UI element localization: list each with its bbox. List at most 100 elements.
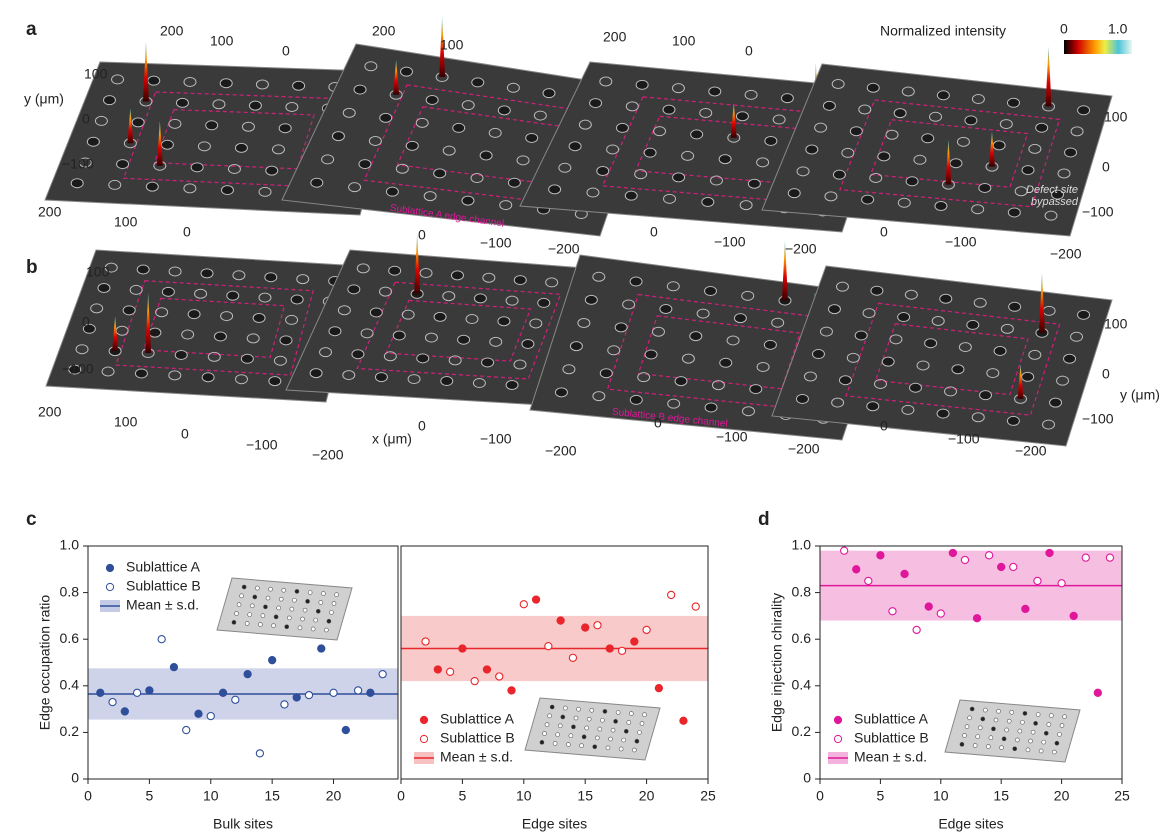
plate-tick-label: −100 — [62, 361, 94, 377]
lattice-site — [508, 178, 520, 187]
data-point — [520, 601, 527, 608]
lattice-site — [734, 314, 746, 323]
data-point — [841, 547, 848, 554]
lattice-site — [514, 276, 526, 285]
plate-tick-label: 200 — [372, 23, 396, 39]
inset-site — [329, 610, 333, 614]
inset-plate — [525, 698, 660, 760]
lattice-site — [925, 339, 937, 348]
data-point — [692, 603, 699, 610]
plate-tick-label: −200 — [1050, 246, 1082, 262]
panel-label: c — [26, 509, 37, 530]
data-point — [109, 699, 116, 706]
x-tick-label: 5 — [877, 788, 885, 804]
lattice-site — [748, 179, 760, 188]
lattice-site — [214, 332, 226, 341]
lattice-site — [269, 377, 281, 386]
y-tick-label: 0.8 — [60, 583, 80, 599]
x-tick-label: 0 — [816, 788, 824, 804]
x-tick-label: 0 — [397, 788, 405, 804]
inset-site — [298, 626, 302, 630]
inset-site — [250, 604, 254, 608]
data-point — [1010, 563, 1017, 570]
data-point — [134, 689, 141, 696]
lattice-site — [1007, 416, 1019, 425]
plate-tick-label: 100 — [210, 33, 234, 49]
lattice-site — [675, 377, 687, 386]
y-tick-label: 0 — [803, 770, 811, 786]
data-point — [121, 708, 128, 715]
inset-site — [643, 713, 647, 717]
x-tick-label: 20 — [1054, 788, 1070, 804]
lattice-site — [137, 265, 149, 274]
lattice-site — [206, 121, 218, 130]
lattice-site — [400, 67, 412, 76]
data-point — [986, 552, 993, 559]
inset-site — [314, 618, 318, 622]
data-point — [631, 638, 638, 645]
plate-tick-label: 0 — [880, 418, 888, 434]
data-point — [1058, 580, 1065, 587]
inset-site — [627, 720, 631, 724]
legend-marker — [834, 735, 841, 742]
inset-site — [240, 594, 244, 598]
inset-site — [287, 616, 291, 620]
lattice-site — [1036, 123, 1048, 132]
inset-site — [235, 612, 239, 616]
legend-label: Sublattice A — [126, 559, 201, 575]
data-point — [342, 726, 349, 733]
lattice-site — [993, 141, 1005, 150]
lattice-site — [1022, 372, 1034, 381]
lattice-site — [937, 91, 949, 100]
lattice-site — [1009, 302, 1021, 311]
inset-site — [237, 603, 241, 607]
y-axis-label: Edge injection chirality — [769, 593, 785, 732]
inset-site — [611, 728, 615, 732]
x-axis-label: Bulk sites — [213, 816, 273, 832]
plate-tick-label: 100 — [672, 33, 696, 49]
lattice-site — [162, 287, 174, 296]
lattice-site — [663, 105, 675, 114]
data-point — [447, 668, 454, 675]
y-tick-label: 0.4 — [60, 677, 80, 693]
lattice-site — [600, 369, 612, 378]
x-tick-label: 20 — [326, 788, 342, 804]
inset-site — [269, 587, 273, 591]
inset-site — [545, 723, 549, 727]
lattice-site — [630, 277, 642, 286]
lattice-site — [806, 145, 818, 154]
data-point — [557, 617, 564, 624]
inset-site — [1042, 740, 1046, 744]
inset-site — [255, 586, 259, 590]
inset-site — [319, 600, 323, 604]
data-point — [901, 570, 908, 577]
plate-tick-label: −100 — [716, 429, 748, 445]
x-tick-label: 20 — [639, 788, 655, 804]
x-tick-label: 25 — [700, 788, 716, 804]
inset-site — [606, 746, 610, 750]
inset-site — [590, 708, 594, 712]
lattice-site — [940, 294, 952, 303]
data-point — [244, 671, 251, 678]
inset-site — [563, 706, 567, 710]
legend-marker — [106, 583, 113, 590]
lattice-site — [719, 155, 731, 164]
plate-tick-label: −100 — [714, 234, 746, 250]
data-point — [170, 664, 177, 671]
plates — [45, 17, 1112, 446]
inset-site — [540, 740, 544, 744]
data-point — [569, 654, 576, 661]
data-point — [207, 712, 214, 719]
data-point — [281, 701, 288, 708]
inset-site — [582, 735, 586, 739]
legend-label: Sublattice A — [854, 711, 929, 727]
lattice-site — [176, 98, 188, 107]
lattice-site — [227, 291, 239, 300]
inset-site — [1039, 749, 1043, 753]
lattice-site — [867, 402, 879, 411]
inset-site — [983, 708, 987, 712]
y-tick-label: 0.4 — [792, 677, 812, 693]
data-point — [532, 596, 539, 603]
x-tick-label: 25 — [1114, 788, 1130, 804]
